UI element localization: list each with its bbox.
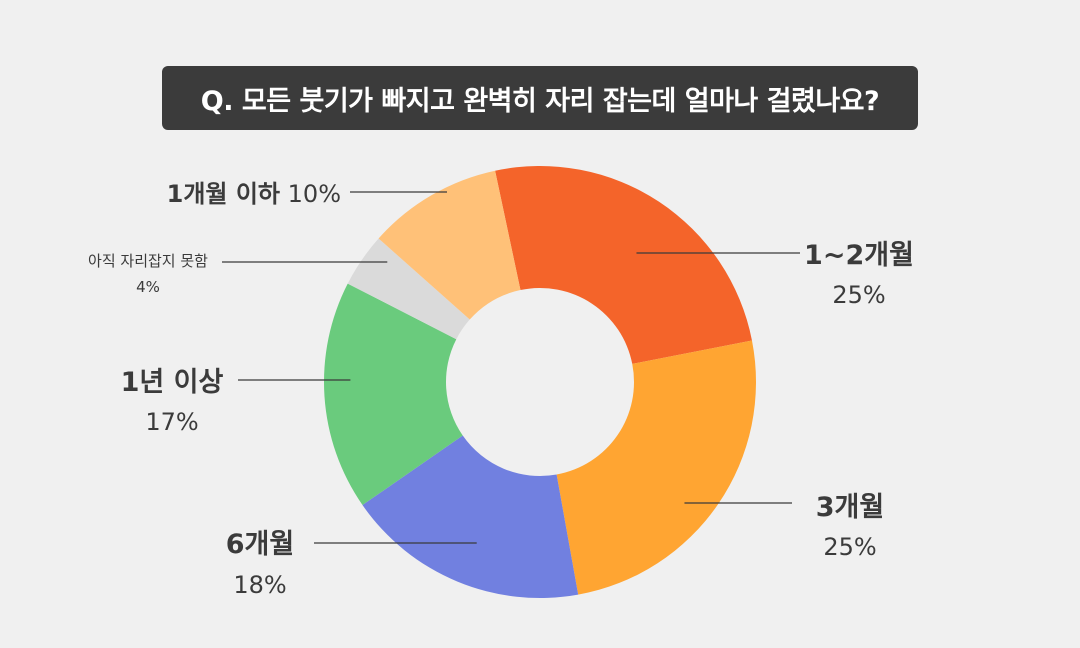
slice-value-6-months: 18% — [233, 571, 286, 599]
slice-value-1-2-months: 25% — [832, 281, 885, 309]
slice-label-not-settled: 아직 자리잡지 못함 — [88, 252, 208, 270]
slice-value-3-months: 25% — [823, 533, 876, 561]
slice-label-3-months: 3개월 — [816, 492, 884, 523]
slice-label-1-2-months: 1~2개월 — [804, 240, 914, 271]
slice-label-under-1-month: 1개월 이하 — [167, 180, 280, 208]
donut-slice-4 — [347, 238, 470, 340]
donut-slice-0 — [495, 166, 752, 364]
donut-slice-1 — [556, 340, 757, 595]
slice-value-over-1-year: 17% — [145, 408, 198, 436]
slice-label-6-months: 6개월 — [226, 529, 294, 560]
donut-slice-5 — [378, 170, 521, 320]
donut-slice-2 — [362, 435, 579, 598]
slice-value-not-settled: 4% — [136, 278, 160, 296]
leader-lines — [222, 191, 800, 544]
chart-title-box: Q. 모든 붓기가 빠지고 완벽히 자리 잡는데 얼마나 걸렸나요? — [162, 66, 918, 130]
slice-label-under-1-month-line: 1개월 이하 10% — [167, 180, 341, 208]
donut-slice-3 — [324, 283, 463, 506]
chart-title: Q. 모든 붓기가 빠지고 완벽히 자리 잡는데 얼마나 걸렸나요? — [200, 85, 880, 117]
slice-label-over-1-year: 1년 이상 — [121, 367, 224, 398]
slice-value-under-1-month: 10% — [288, 180, 341, 208]
donut-slices — [324, 166, 757, 598]
